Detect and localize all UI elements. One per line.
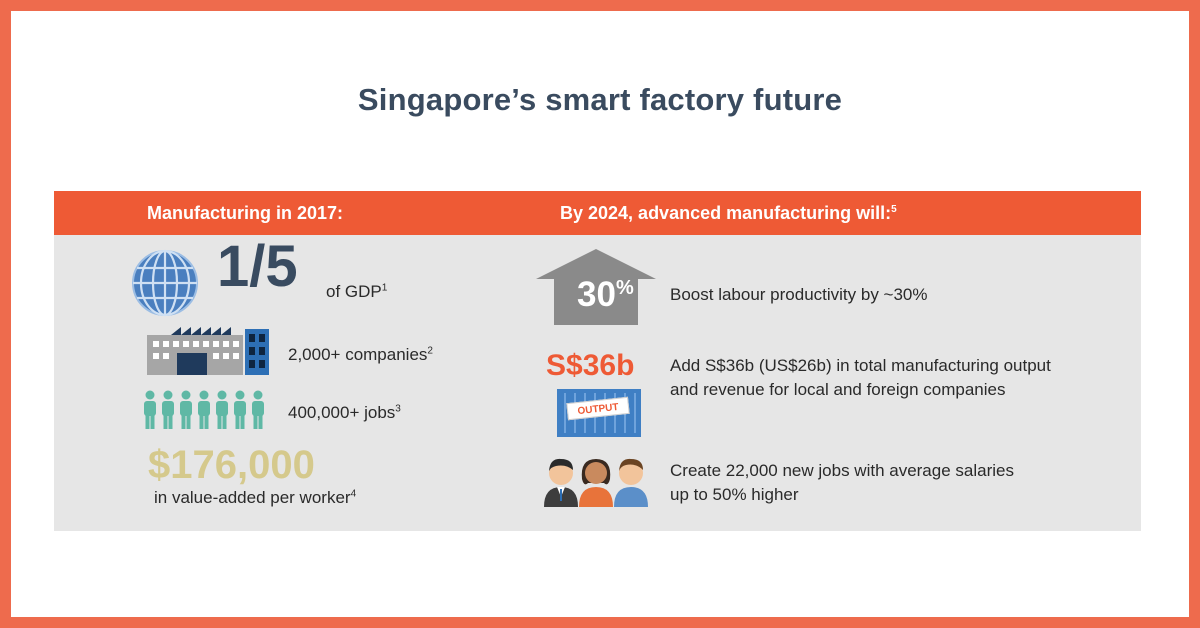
gdp-fraction: 1/5: [217, 234, 298, 299]
jobs-label: 400,000+ jobs3: [288, 403, 401, 422]
output-amount: S$36b: [546, 349, 635, 382]
value-amount: $176,000: [148, 443, 315, 487]
productivity-percent: 30%: [577, 275, 634, 314]
people-icon: [544, 458, 648, 507]
workers-icon: [144, 390, 264, 429]
new-jobs-text: Create 22,000 new jobs with average sala…: [670, 461, 1014, 504]
gdp-label: of GDP1: [326, 282, 388, 301]
left-heading: Manufacturing in 2017:: [147, 203, 344, 223]
heading-banner: Manufacturing in 2017: By 2024, advanced…: [54, 191, 1141, 235]
value-label: in value-added per worker4: [154, 488, 357, 507]
right-heading: By 2024, advanced manufacturing will:5: [560, 203, 897, 223]
info-panel: Manufacturing in 2017: By 2024, advanced…: [54, 191, 1141, 531]
factory-icon: [147, 327, 269, 375]
page-title: Singapore’s smart factory future: [357, 82, 843, 117]
up-arrow-icon: [536, 249, 656, 325]
companies-label: 2,000+ companies2: [288, 345, 433, 364]
globe-icon: [132, 249, 198, 317]
output-text: Add S$36b (US$26b) in total manufacturin…: [670, 356, 1051, 399]
productivity-text: Boost labour productivity by ~30%: [670, 285, 928, 304]
